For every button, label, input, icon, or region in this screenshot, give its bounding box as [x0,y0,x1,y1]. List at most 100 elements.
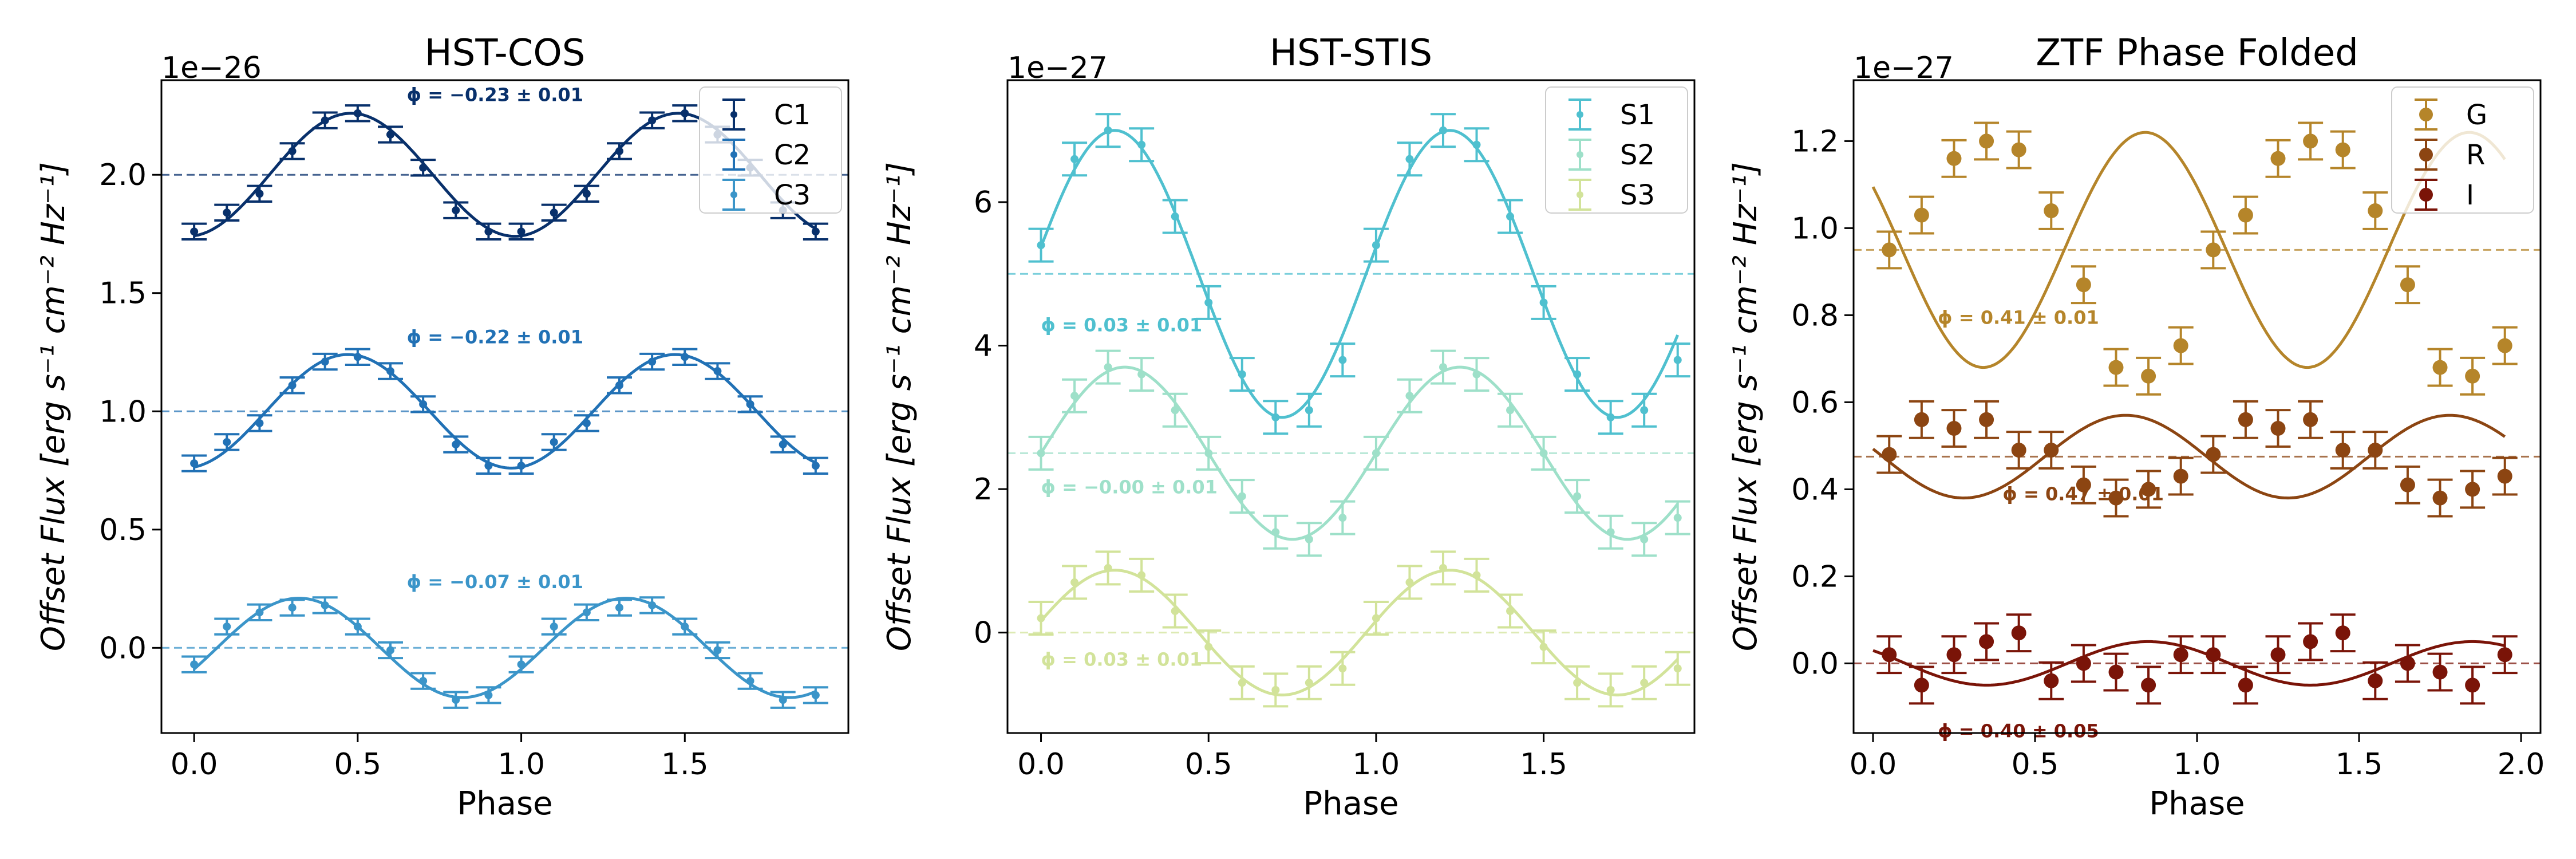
data-point-C3 [452,696,460,704]
legend-marker [730,151,737,158]
data-point-S2 [1405,392,1414,400]
legend-marker [730,111,737,118]
data-point-S3 [1104,564,1112,572]
fit-curve-C3 [193,597,816,699]
data-point-I [2432,664,2448,680]
phase-annotation-C3: ϕ = −0.07 ± 0.01 [407,571,583,593]
data-point-S3 [1338,664,1347,673]
x-tick-label: 0.5 [334,747,382,782]
data-point-C1 [255,190,264,198]
data-point-S2 [1372,449,1380,458]
legend-marker [2419,108,2433,121]
legend-label-C3: C3 [774,179,811,211]
data-point-R [2368,443,2383,458]
data-point-S2 [1037,449,1045,458]
y-tick-label: 1.0 [1791,211,1839,246]
data-point-S3 [1506,607,1515,616]
data-point-R [2108,490,2124,506]
y-tick-label: 0 [974,616,993,651]
data-point-C3 [255,608,264,617]
data-point-S1 [1171,212,1179,221]
data-point-C3 [648,601,657,609]
axes-frame [1006,79,1696,734]
legend-label-R: R [2466,139,2485,171]
data-point-C2 [615,381,623,389]
data-point-C2 [419,400,428,408]
data-point-C1 [550,208,558,217]
data-point-S2 [1238,492,1246,501]
y-tick-label: 1.5 [99,277,147,311]
data-point-S1 [1372,241,1380,250]
data-point-R [2270,421,2286,436]
panel-1: ϕ = −0.23 ± 0.01 ϕ = −0.22 ± 0.01 ϕ = −0.0… [35,32,850,822]
data-point-S1 [1606,413,1615,421]
data-point-C1 [288,147,297,155]
data-point-S2 [1171,406,1179,415]
y-offset-text: 1e−27 [1008,51,1108,85]
data-point-G [2044,203,2059,218]
data-point-C2 [288,381,297,389]
y-tick-label: 0.0 [1791,647,1839,681]
phase-annotation-R: ϕ = 0.47 ± 0.01 [2002,483,2164,505]
data-point-I [2076,656,2091,671]
x-tick-label: 1.0 [2174,747,2221,782]
data-point-C3 [386,646,394,655]
data-point-C3 [713,646,722,655]
data-point-R [1979,412,1994,427]
data-point-C2 [452,440,460,449]
legend-label-S2: S2 [1620,139,1655,171]
y-offset-text: 1e−27 [1854,51,1954,85]
legend-label-C1: C1 [774,99,811,131]
x-tick-label: 1.5 [2336,747,2383,782]
legend-label-I: I [2466,179,2474,211]
data-point-S3 [1204,643,1213,651]
legend-box [699,86,842,214]
data-point-S1 [1037,241,1045,250]
data-point-I [2206,647,2221,663]
chart-title: HST-STIS [1270,32,1432,74]
data-point-S3 [1606,685,1615,694]
legend-label-S1: S1 [1620,99,1655,131]
chart-title: HST-COS [425,32,586,74]
legend-marker [1577,191,1583,198]
x-tick-label: 0.0 [1017,747,1065,782]
phase-annotation-G: ϕ = 0.41 ± 0.01 [1938,307,2099,329]
data-point-S2 [1070,392,1079,400]
data-point-S1 [1305,406,1313,415]
data-point-G [2108,360,2124,375]
data-point-S2 [1506,406,1515,415]
data-point-S2 [1573,492,1582,501]
legend-box [1545,86,1688,214]
data-point-C1 [517,227,526,236]
data-point-S3 [1673,664,1682,673]
legend-marker [1577,111,1583,118]
data-point-C3 [550,622,558,631]
data-point-G [2497,338,2512,353]
panel-3: ϕ = 0.41 ± 0.01 ϕ = 0.47 ± 0.01 ϕ = 0.40 ±… [1727,32,2545,822]
data-point-C3 [353,622,362,631]
data-point-C1 [615,147,623,155]
data-point-S2 [1472,370,1481,379]
data-point-C2 [550,438,558,446]
data-point-C2 [648,357,657,366]
data-point-G [2076,277,2091,293]
data-point-C2 [779,440,787,449]
data-point-I [2011,625,2026,641]
data-point-C3 [681,622,689,631]
data-point-C1 [452,206,460,215]
data-point-I [2465,677,2480,693]
y-tick-label: 0.5 [99,513,147,547]
data-point-C1 [223,208,231,217]
y-tick-label: 2 [974,472,993,507]
data-point-I [1979,634,1994,649]
fit-curve-S1 [1040,129,1680,419]
data-point-C3 [288,604,297,612]
x-tick-label: 0.0 [1850,747,1897,782]
data-point-C3 [321,601,329,609]
fit-curve-S2 [1040,365,1679,541]
data-point-S1 [1673,356,1682,364]
data-point-I [1914,677,1929,693]
data-point-S3 [1472,571,1481,580]
data-point-R [1946,421,1962,436]
data-point-R [2465,482,2480,497]
